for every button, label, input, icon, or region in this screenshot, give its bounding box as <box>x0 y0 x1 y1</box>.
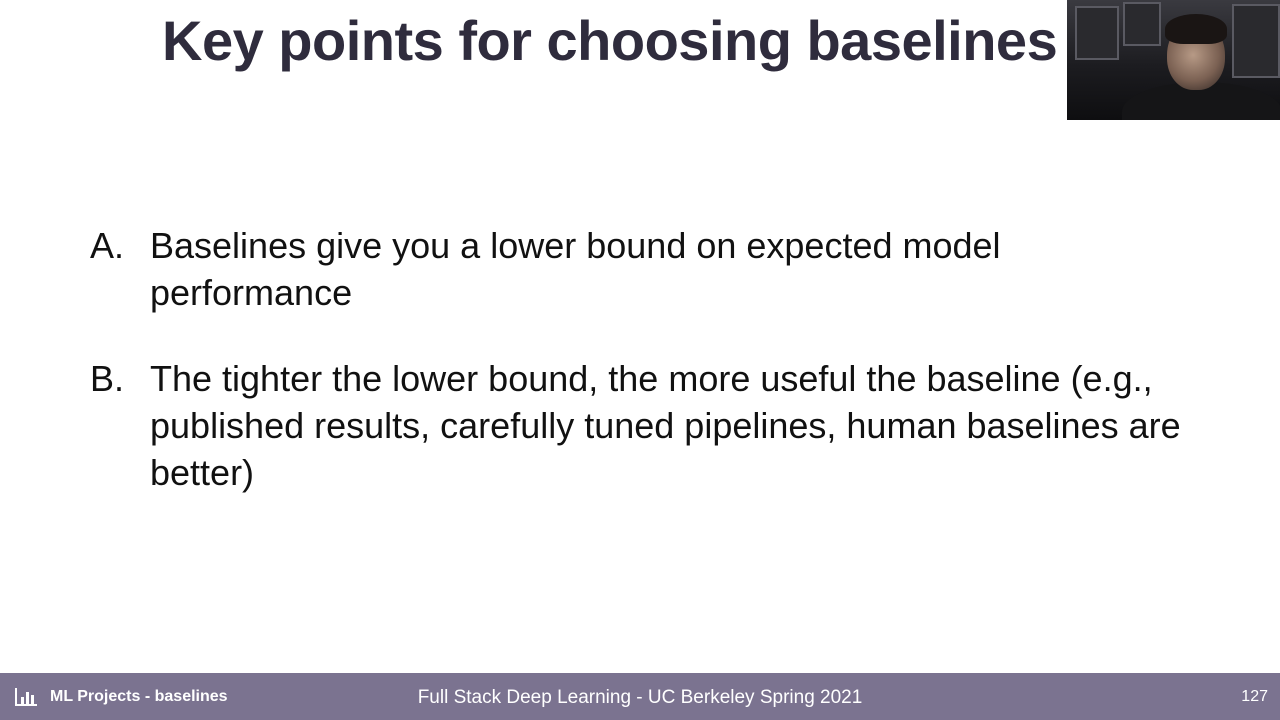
bar-chart-icon <box>15 688 37 706</box>
bullet-marker: A. <box>90 225 125 266</box>
footer-bar: ML Projects - baselines Full Stack Deep … <box>0 673 1280 720</box>
bullet-item: B. The tighter the lower bound, the more… <box>90 355 1210 496</box>
page-number: 127 <box>1241 688 1268 705</box>
wall-picture-frame <box>1075 6 1119 60</box>
bullet-marker: B. <box>90 358 125 399</box>
footer-course-title: Full Stack Deep Learning - UC Berkeley S… <box>417 687 863 708</box>
bullet-list: A. Baselines give you a lower bound on e… <box>90 222 1210 535</box>
slide-title: Key points for choosing baselines <box>162 9 1058 72</box>
webcam-overlay <box>1067 0 1280 120</box>
bullet-text: The tighter the lower bound, the more us… <box>150 358 1181 493</box>
bullet-text: Baselines give you a lower bound on expe… <box>150 225 1001 313</box>
presenter-hair <box>1165 14 1227 44</box>
wall-picture-frame <box>1232 4 1280 78</box>
wall-picture-frame <box>1123 2 1161 46</box>
bullet-item: A. Baselines give you a lower bound on e… <box>90 222 1210 316</box>
footer-section-title: ML Projects - baselines <box>50 688 228 705</box>
